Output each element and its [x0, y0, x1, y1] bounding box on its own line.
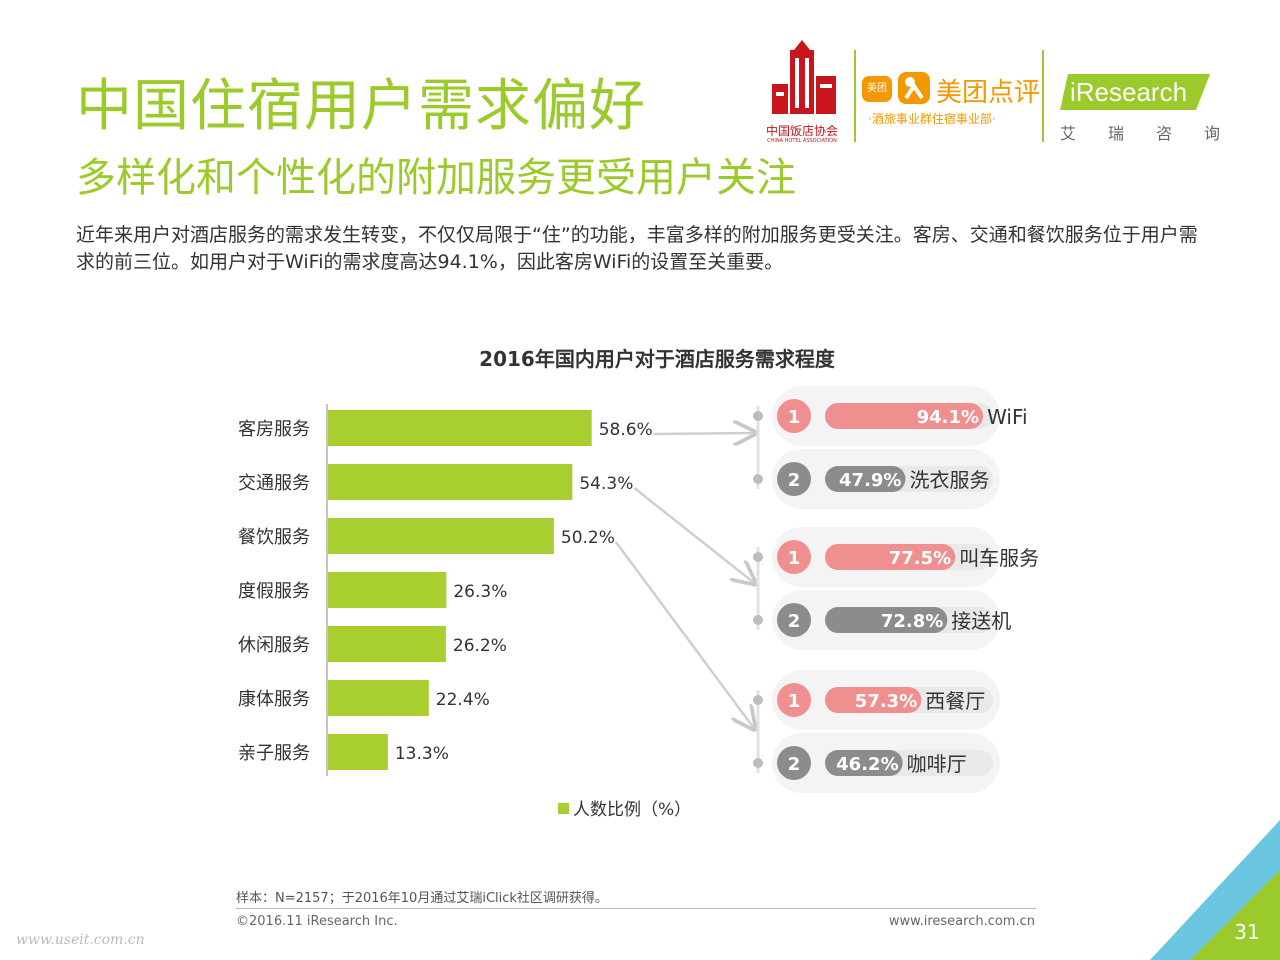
page-title: 中国住宿用户需求偏好 [76, 74, 646, 139]
meituan-dianping-name: 美团点评 [936, 78, 1041, 108]
breakdown-name: 接送机 [951, 609, 1011, 633]
connector-arrow [633, 487, 753, 582]
data-label: 13.3% [395, 744, 449, 764]
page-subtitle: 多样化和个性化的附加服务更受用户关注 [76, 155, 796, 201]
rank-badge [777, 746, 811, 780]
value-fill [825, 607, 948, 633]
bracket-dot [753, 474, 763, 484]
legend-swatch [558, 803, 569, 814]
iresearch-name: iResearch [1070, 77, 1187, 107]
breakdown-name: 叫车服务 [959, 546, 1039, 570]
meituan-icon: 美团 [862, 76, 892, 102]
rank-badge [777, 462, 811, 496]
bar [328, 572, 447, 608]
bracket-dot [753, 411, 763, 421]
website-link[interactable]: www.iresearch.com.cn [888, 914, 1035, 929]
copyright: ©2016.11 iResearch Inc. [236, 914, 398, 929]
intro-paragraph: 近年来用户对酒店服务的需求发生转变，不仅仅局限于“住”的功能，丰富多样的附加服务… [76, 224, 1198, 273]
data-label: 22.4% [436, 690, 490, 710]
bar [328, 518, 554, 554]
rank-number: 2 [788, 470, 801, 491]
category-label: 康体服务 [238, 689, 310, 710]
rank-number: 1 [788, 691, 801, 712]
bar [328, 410, 592, 446]
bracket-dot [753, 615, 763, 625]
rank-badge [777, 683, 811, 717]
footer-divider [236, 908, 1036, 909]
value-fill [825, 403, 984, 429]
chart-title: 2016年国内用户对于酒店服务需求程度 [479, 347, 836, 371]
iresearch-cn-char: 询 [1203, 124, 1220, 143]
iresearch-cn-char: 艾 [1060, 124, 1077, 143]
cha-logo: 中国饭店协会 CHINA HOTEL ASSOCIATION [750, 36, 854, 152]
rank-number: 2 [788, 754, 801, 775]
bar [328, 626, 446, 662]
breakdown-value: 57.3% [855, 691, 917, 712]
watermark: www.useit.com.cn [16, 932, 145, 948]
value-fill [825, 466, 906, 492]
bracket-dot [753, 695, 763, 705]
rank-number: 2 [788, 611, 801, 632]
breakdown-value: 94.1% [917, 407, 979, 428]
cha-building-icon [772, 40, 836, 114]
connector-arrow [614, 541, 753, 727]
bracket-dot [753, 552, 763, 562]
value-fill [825, 687, 922, 713]
rank-badge [777, 399, 811, 433]
category-label: 度假服务 [238, 581, 310, 602]
breakdown-name: 咖啡厅 [907, 752, 967, 776]
rank-badge [777, 603, 811, 637]
breakdown-name: 洗衣服务 [909, 468, 989, 492]
data-label: 26.3% [453, 582, 507, 602]
cha-name: 中国饭店协会 [765, 124, 838, 138]
connector-arrow [653, 433, 753, 434]
iresearch-cn-char: 瑞 [1107, 124, 1124, 143]
bar [328, 734, 388, 770]
logo-bar: 中国饭店协会 CHINA HOTEL ASSOCIATION 美团 美团点评 ·… [750, 36, 1220, 152]
category-label: 亲子服务 [238, 743, 310, 764]
logo-divider [1042, 50, 1044, 142]
sample-note: 样本：N=2157；于2016年10月通过艾瑞iClick社区调研获得。 [236, 891, 608, 906]
meituan-division: ·酒旅事业群住宿事业部· [868, 112, 996, 126]
bar [328, 464, 573, 500]
dianping-icon [898, 72, 930, 104]
breakdown-value: 47.9% [839, 470, 901, 491]
legend-label: 人数比例（%） [573, 800, 691, 820]
rank-badge [777, 540, 811, 574]
category-label: 客房服务 [238, 419, 310, 440]
breakdown-name: WiFi [987, 405, 1028, 429]
rank-number: 1 [788, 407, 801, 428]
category-label: 餐饮服务 [238, 527, 310, 548]
breakdown-name: 西餐厅 [925, 689, 985, 713]
breakdown-value: 46.2% [836, 754, 898, 775]
bar [328, 680, 429, 716]
cha-english-name: CHINA HOTEL ASSOCIATION [767, 138, 837, 144]
bracket-dot [753, 758, 763, 768]
data-label: 54.3% [579, 474, 633, 494]
breakdown-value: 72.8% [881, 611, 943, 632]
iresearch-cn-char: 咨 [1155, 124, 1172, 143]
logo-divider [854, 50, 856, 142]
value-fill [825, 750, 903, 776]
page-number: 31 [1234, 920, 1260, 944]
category-label: 交通服务 [238, 473, 310, 494]
data-label: 26.2% [453, 636, 507, 656]
data-label: 58.6% [599, 420, 653, 440]
value-fill [825, 544, 956, 570]
data-label: 50.2% [561, 528, 615, 548]
iresearch-logo: iResearch [1060, 74, 1210, 110]
rank-number: 1 [788, 548, 801, 569]
breakdown-value: 77.5% [889, 548, 951, 569]
category-label: 休闲服务 [238, 635, 310, 656]
iresearch-cn-name: 艾 瑞 咨 询 [1060, 120, 1220, 144]
